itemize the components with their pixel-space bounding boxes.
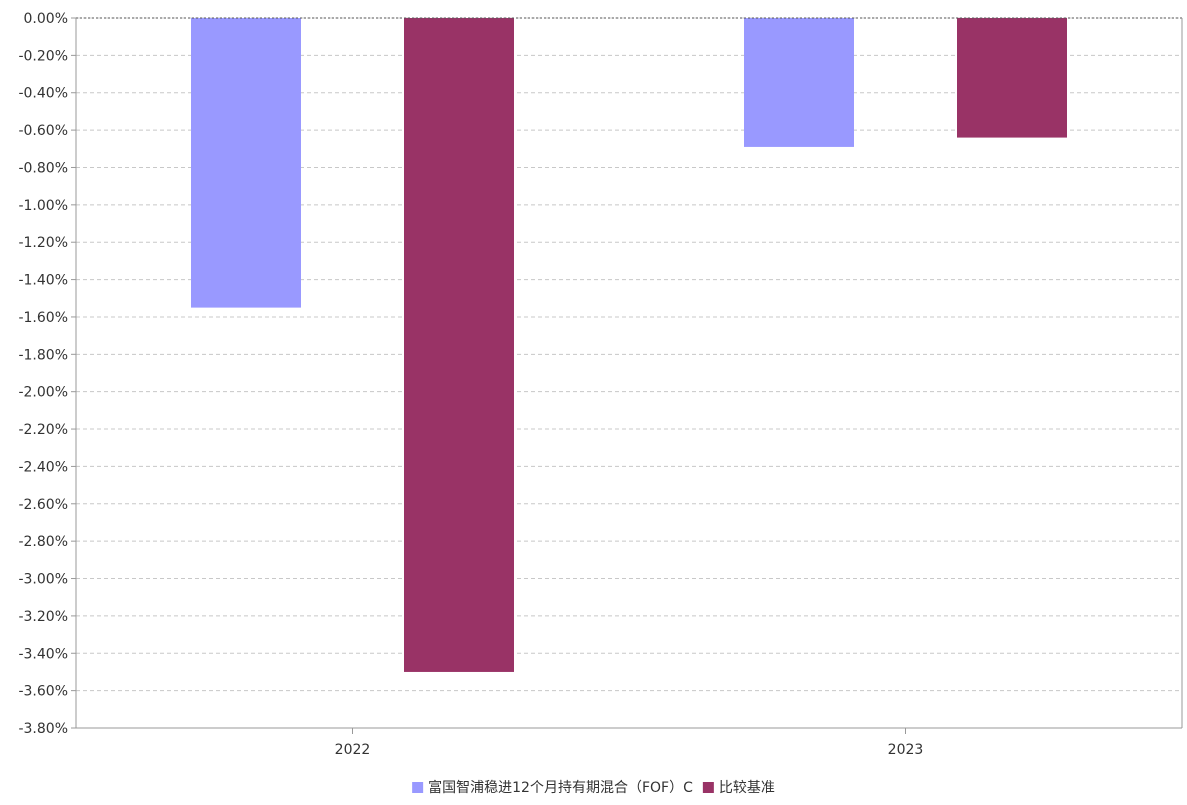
y-tick-label: -1.40% xyxy=(18,273,68,289)
y-tick-label: -0.60% xyxy=(18,123,68,139)
y-tick-label: -0.40% xyxy=(18,86,68,102)
y-tick-label: -1.20% xyxy=(18,235,68,251)
y-tick-label: -0.20% xyxy=(18,48,68,64)
y-tick-label: -2.00% xyxy=(18,385,68,401)
y-axis-tick-labels: 0.00% -0.20% -0.40% -0.60% -0.80% -1.00% -1.20… xyxy=(18,11,68,737)
y-tick-label: -2.80% xyxy=(18,534,68,550)
bar-2022-series-2 xyxy=(404,18,514,672)
y-tick-label: -3.40% xyxy=(18,646,68,662)
y-tick-label: -2.60% xyxy=(18,497,68,513)
y-tick-label: -3.60% xyxy=(18,684,68,700)
y-tick-label: 0.00% xyxy=(24,11,68,27)
legend-swatch-series-2 xyxy=(703,782,714,793)
y-tick-label: -1.00% xyxy=(18,198,68,214)
x-tick-label: 2023 xyxy=(888,742,924,758)
legend-label-series-1: 富国智浦稳进12个月持有期混合（FOF）C xyxy=(428,779,693,796)
y-tick-label: -2.40% xyxy=(18,459,68,475)
bar-2022-series-1 xyxy=(191,18,301,308)
legend-label-series-2: 比较基准 xyxy=(719,779,775,796)
bars xyxy=(191,18,1067,672)
y-tick-label: -3.20% xyxy=(18,609,68,625)
x-axis-tick-labels: 2022 2023 xyxy=(335,742,924,758)
legend: 富国智浦稳进12个月持有期混合（FOF）C 比较基准 xyxy=(412,779,775,796)
x-tick-label: 2022 xyxy=(335,742,371,758)
bar-2023-series-2 xyxy=(957,18,1067,138)
y-tick-label: -3.80% xyxy=(18,721,68,737)
y-tick-label: -2.20% xyxy=(18,422,68,438)
bar-2023-series-1 xyxy=(744,18,854,147)
y-tick-label: -1.60% xyxy=(18,310,68,326)
legend-swatch-series-1 xyxy=(412,782,423,793)
y-tick-label: -3.00% xyxy=(18,572,68,588)
y-tick-label: -0.80% xyxy=(18,160,68,176)
y-tick-label: -1.80% xyxy=(18,347,68,363)
